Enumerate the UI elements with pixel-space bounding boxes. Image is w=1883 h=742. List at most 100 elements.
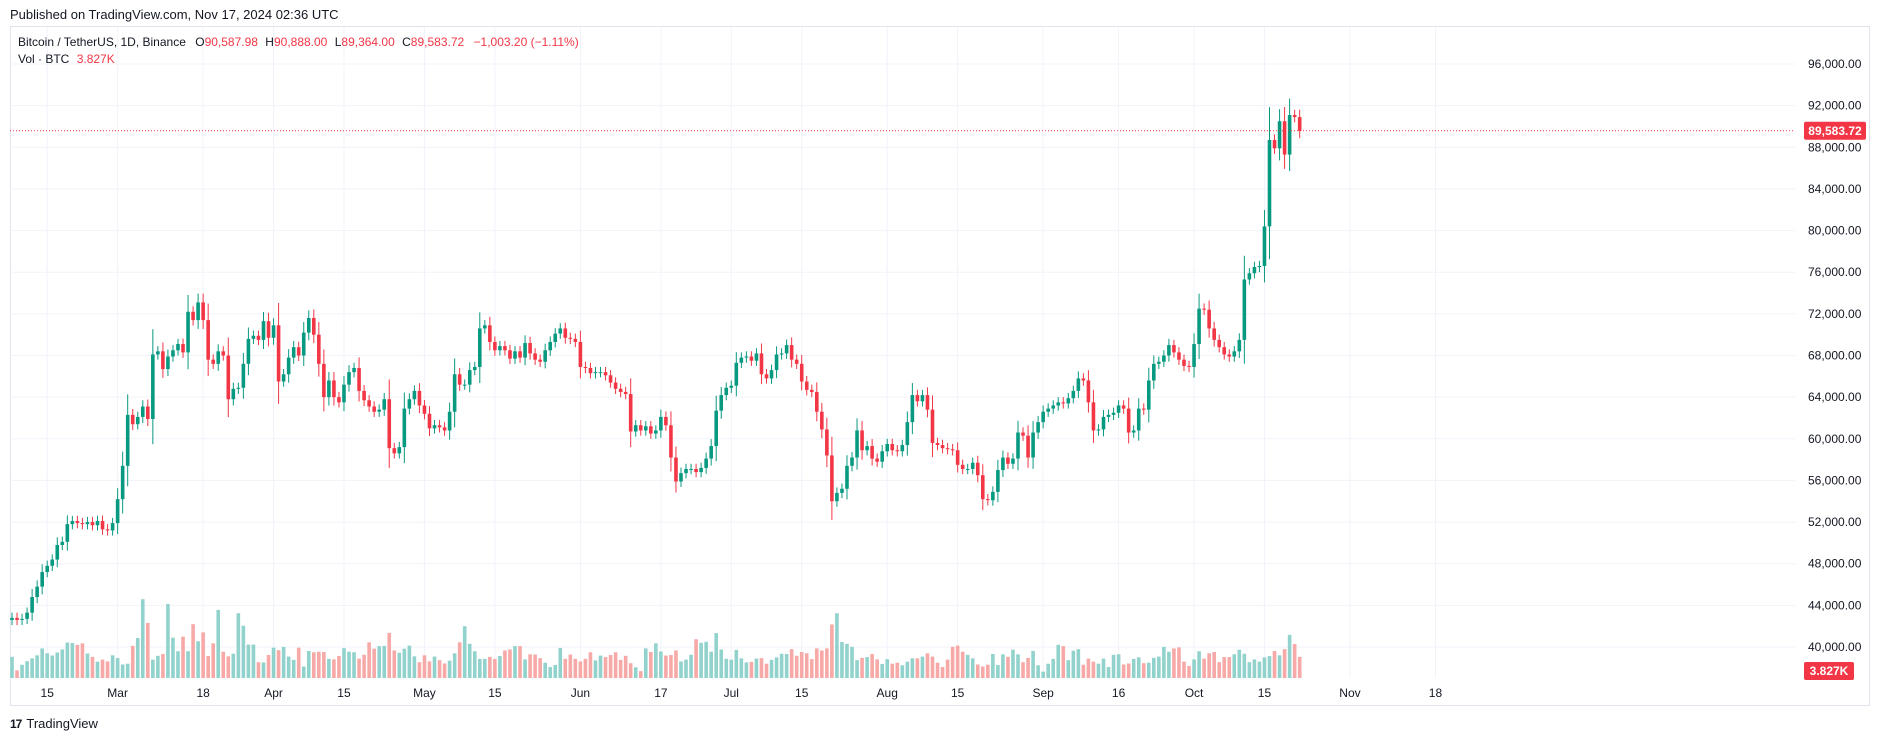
axis-labels: 89,583.72 3.827K <box>1804 121 1866 680</box>
candle-body <box>216 351 221 364</box>
volume-bar <box>744 662 749 678</box>
candle-body <box>664 416 668 426</box>
volume-bar <box>372 648 376 678</box>
symbol-label[interactable]: Bitcoin / TetherUS, 1D, Binance <box>18 35 186 49</box>
candle-body <box>573 338 578 342</box>
date-tick-label: 16 <box>1112 686 1126 700</box>
volume-bar <box>256 662 261 678</box>
candle-body <box>1016 432 1020 459</box>
volume-bar <box>427 661 432 678</box>
volume-bar <box>1106 667 1111 678</box>
candle-body <box>171 350 175 357</box>
candle-body <box>437 425 442 428</box>
candle-body <box>45 565 50 573</box>
date-tick-label: 15 <box>337 686 351 700</box>
tradingview-footer[interactable]: 17 TradingView <box>10 716 98 731</box>
candle-body <box>1212 328 1216 340</box>
candle-body <box>100 521 105 530</box>
volume-bar <box>563 658 568 678</box>
candle-body <box>156 351 160 355</box>
volume-bar <box>804 653 809 678</box>
candle-body <box>578 341 583 367</box>
candle-body <box>140 406 145 417</box>
volume-bar <box>493 658 497 678</box>
volume-bar <box>1182 661 1186 678</box>
last-volume-label: 3.827K <box>1810 664 1849 678</box>
candle-body <box>608 375 613 383</box>
candle-body <box>855 430 859 458</box>
candle-body <box>1126 408 1131 433</box>
date-tick-label: Jul <box>724 686 739 700</box>
volume-bar <box>1076 649 1081 678</box>
candle-body <box>35 586 39 598</box>
candle-body <box>704 458 708 468</box>
candle-body <box>90 522 95 526</box>
low-label: L <box>334 35 342 49</box>
candle-body <box>276 325 281 382</box>
volume-bar <box>704 641 708 678</box>
volume-bar <box>30 658 34 678</box>
volume-bar <box>317 651 321 678</box>
candle-body <box>327 380 331 398</box>
volume-bar <box>774 657 779 678</box>
volume-bar <box>840 642 844 678</box>
volume-bar <box>749 661 754 678</box>
volume-bar <box>397 652 402 678</box>
volume-bar <box>1167 651 1171 678</box>
candle-body <box>498 346 502 351</box>
candle-body <box>986 499 990 501</box>
volume-bar <box>216 609 221 678</box>
volume-bar <box>578 661 583 678</box>
candle-body <box>95 521 100 526</box>
volume-bar <box>452 653 457 678</box>
candle-body <box>387 399 392 449</box>
volume-bar <box>352 652 356 678</box>
candle-body <box>1227 354 1232 357</box>
last-volume-tag <box>1804 662 1854 680</box>
candle-body <box>1167 345 1171 356</box>
candle-body <box>60 541 65 545</box>
date-tick-label: Oct <box>1185 686 1204 700</box>
volume-bar <box>1212 651 1216 678</box>
candle-body <box>286 357 291 375</box>
volume-bar <box>1126 663 1131 678</box>
volume-value: 3.827K <box>76 52 115 66</box>
volume-label[interactable]: Vol · BTC <box>18 52 70 66</box>
volume-bar <box>820 650 824 678</box>
volume-bar <box>659 651 663 678</box>
candle-body <box>1071 390 1076 399</box>
volume-bar <box>201 632 205 678</box>
volume-bar <box>1041 671 1045 678</box>
volume-bar <box>40 648 44 678</box>
volume-bar <box>55 652 60 678</box>
volume-bar <box>35 655 39 678</box>
volume-bar <box>467 643 472 678</box>
volume-bar <box>80 643 85 678</box>
candle-body <box>1252 267 1257 274</box>
candle-body <box>110 523 115 531</box>
candle-body <box>322 363 326 398</box>
candle-body <box>593 372 598 374</box>
volume-bar <box>1131 658 1136 678</box>
volume-bar <box>196 641 200 678</box>
volume-bar <box>528 654 532 678</box>
candle-body <box>1081 378 1086 381</box>
candle-body <box>1001 457 1005 471</box>
candle-body <box>1101 416 1106 430</box>
volume-bar <box>156 655 160 678</box>
volume-bar <box>769 659 774 678</box>
candle-body <box>759 353 764 375</box>
date-tick-label: 15 <box>795 686 809 700</box>
candle-body <box>890 443 895 451</box>
volume-bar <box>432 656 437 678</box>
volume-bar <box>1121 664 1126 678</box>
change-value: −1,003.20 (−1.11%) <box>473 35 579 49</box>
volume-bar <box>95 661 100 678</box>
volume-bar <box>181 636 185 678</box>
candle-body <box>462 384 467 386</box>
chart-legend: Bitcoin / TetherUS, 1D, Binance O90,587.… <box>18 34 579 68</box>
price-tick-label: 92,000.00 <box>1808 99 1862 113</box>
candle-body <box>1066 398 1071 404</box>
price-tick-label: 44,000.00 <box>1808 598 1862 612</box>
